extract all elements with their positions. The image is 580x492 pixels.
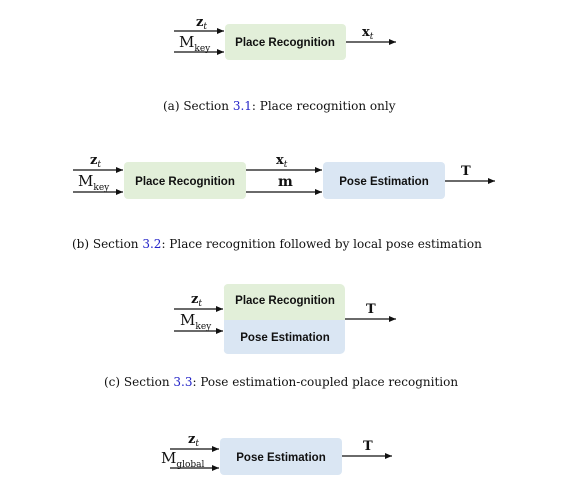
caption-c-ref[interactable]: 3.3 [173, 375, 192, 389]
place-recognition-label: Place Recognition [235, 295, 335, 307]
input-map-label: Mkey [180, 311, 212, 332]
caption-c: (c) Section 3.3: Pose estimation-coupled… [104, 375, 458, 389]
pose-estimation-box [323, 162, 445, 199]
place-recognition-box [124, 162, 246, 199]
output-x-label: xt [276, 153, 288, 170]
input-map-label: Mglobal [161, 449, 205, 470]
caption-a: (a) Section 3.1: Place recognition only [163, 99, 396, 113]
caption-b: (b) Section 3.2: Place recognition follo… [72, 237, 482, 251]
output-T-label: T [461, 164, 471, 179]
pose-estimation-box [220, 438, 342, 475]
pose-estimation-box [223, 320, 345, 355]
caption-a-ref[interactable]: 3.1 [233, 99, 252, 113]
panel-b: zt Mkey Place Recognition xt m Pose Esti… [72, 153, 495, 251]
pose-estimation-label: Pose Estimation [339, 176, 428, 188]
place-recognition-label: Place Recognition [235, 37, 335, 49]
output-T-label: T [366, 302, 376, 317]
pose-estimation-label: Pose Estimation [240, 332, 329, 344]
input-map-label: Mkey [179, 33, 211, 54]
output-x-label: xt [362, 25, 374, 42]
input-z-label: zt [191, 292, 202, 309]
panel-a: zt Mkey Place Recognition xt (a) Section… [163, 15, 396, 113]
input-z-label: zt [196, 15, 207, 32]
input-z-label: zt [90, 153, 101, 170]
caption-b-ref[interactable]: 3.2 [142, 237, 161, 251]
input-map-label: Mkey [78, 172, 110, 193]
input-z-label: zt [188, 432, 199, 449]
output-m-label: m [278, 174, 293, 190]
place-recognition-box [223, 283, 345, 320]
place-recognition-box [225, 24, 346, 60]
panel-c: zt Mkey Place Recognition Pose Estimatio… [104, 283, 458, 389]
place-recognition-label: Place Recognition [135, 176, 235, 188]
panel-d: zt Mglobal Pose Estimation T [161, 432, 392, 475]
output-T-label: T [363, 439, 373, 454]
pose-estimation-label: Pose Estimation [236, 452, 325, 464]
